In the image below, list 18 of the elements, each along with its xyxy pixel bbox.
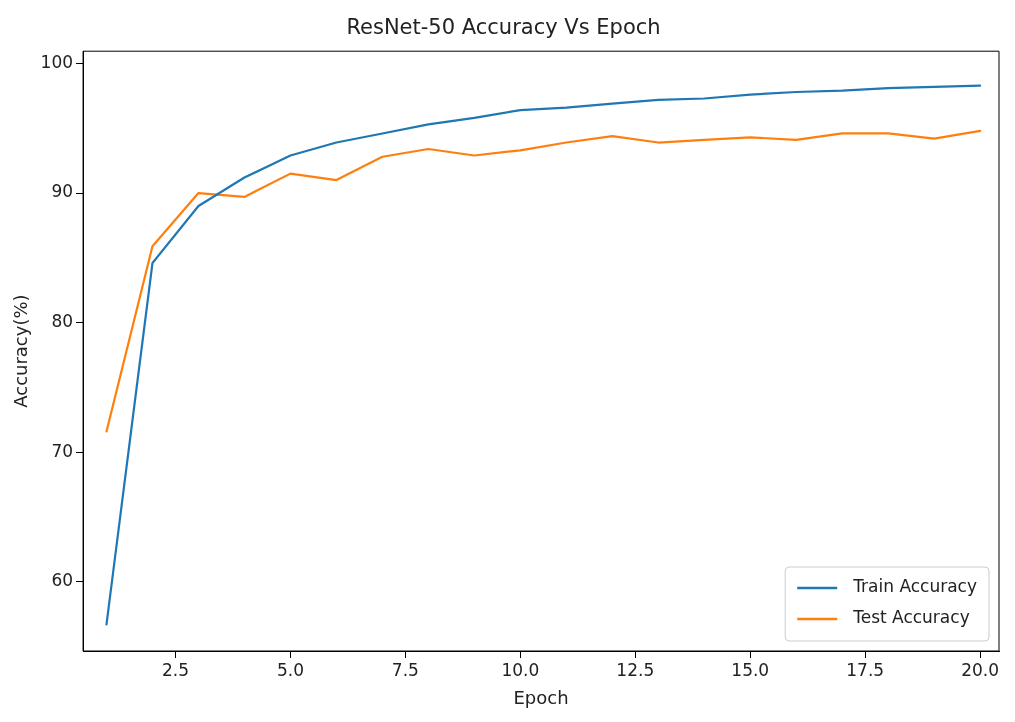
x-tick-label: 20.0 [961,659,1000,680]
x-tick-label: 17.5 [846,659,885,680]
chart-title: ResNet-50 Accuracy Vs Epoch [346,15,661,40]
y-tick-label: 90 [51,181,74,202]
x-axis-title: Epoch [513,686,569,708]
x-tick-label: 7.5 [391,659,419,680]
y-tick-label: 100 [40,51,74,72]
legend-label: Test Accuracy [852,607,970,628]
y-tick-label: 70 [51,440,74,461]
y-tick-label: 60 [51,570,74,591]
y-axis-title: Accuracy(%) [10,294,32,408]
x-tick-label: 12.5 [616,659,655,680]
x-tick-label: 10.0 [501,659,540,680]
x-tick-label: 5.0 [276,659,304,680]
legend-label: Train Accuracy [852,576,978,597]
x-tick-label: 15.0 [731,659,770,680]
x-tick-label: 2.5 [161,659,189,680]
y-tick-label: 80 [51,311,74,332]
